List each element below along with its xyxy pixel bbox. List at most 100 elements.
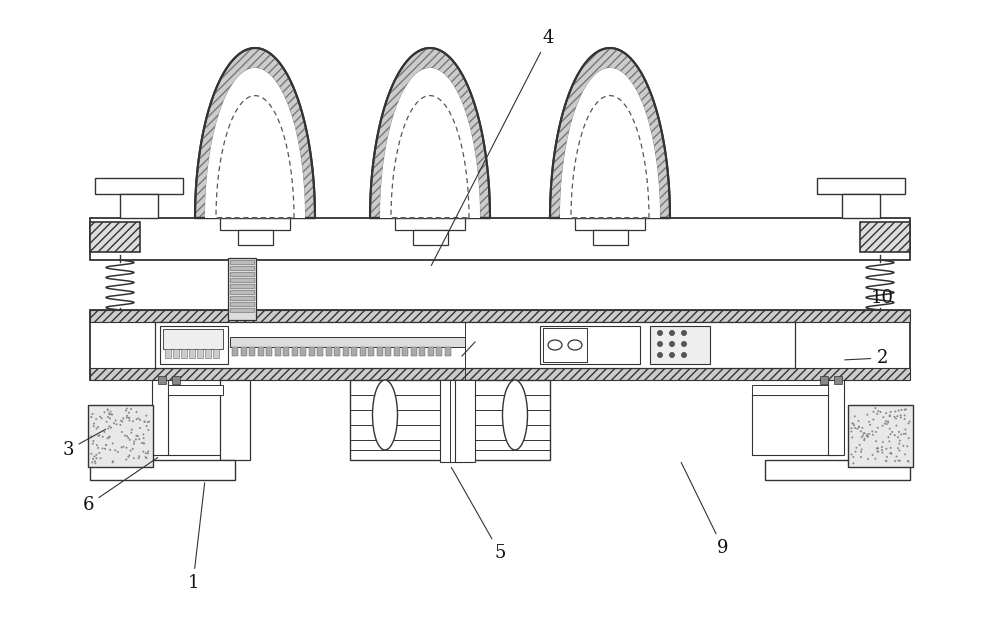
Circle shape bbox=[102, 447, 104, 449]
Circle shape bbox=[126, 435, 128, 437]
Circle shape bbox=[128, 417, 130, 419]
Circle shape bbox=[126, 415, 128, 417]
Circle shape bbox=[860, 456, 862, 458]
Bar bbox=[230, 284, 254, 288]
Bar bbox=[230, 266, 254, 270]
Circle shape bbox=[884, 423, 886, 424]
Bar bbox=[197, 349, 203, 358]
Bar bbox=[181, 349, 187, 358]
Circle shape bbox=[904, 418, 906, 420]
Circle shape bbox=[132, 448, 134, 450]
Bar bbox=[342, 347, 349, 356]
Circle shape bbox=[127, 437, 129, 439]
Circle shape bbox=[97, 426, 99, 428]
Circle shape bbox=[852, 423, 854, 424]
Circle shape bbox=[860, 430, 862, 433]
Bar bbox=[765, 460, 910, 480]
Bar bbox=[395, 218, 465, 230]
Bar bbox=[455, 380, 475, 462]
Circle shape bbox=[890, 452, 892, 454]
Circle shape bbox=[866, 435, 868, 437]
Circle shape bbox=[903, 433, 905, 435]
Circle shape bbox=[899, 439, 901, 442]
Polygon shape bbox=[560, 68, 660, 218]
Circle shape bbox=[855, 447, 857, 449]
Circle shape bbox=[877, 427, 879, 429]
Circle shape bbox=[128, 455, 130, 457]
Circle shape bbox=[120, 420, 122, 421]
Circle shape bbox=[99, 416, 101, 418]
Circle shape bbox=[875, 431, 877, 433]
Circle shape bbox=[851, 422, 853, 424]
Text: 1: 1 bbox=[187, 482, 205, 592]
Circle shape bbox=[905, 408, 907, 410]
Circle shape bbox=[872, 418, 874, 421]
Circle shape bbox=[887, 421, 889, 423]
Bar bbox=[540, 326, 640, 364]
Circle shape bbox=[908, 423, 910, 424]
Circle shape bbox=[877, 450, 879, 453]
Circle shape bbox=[110, 410, 112, 413]
Bar bbox=[90, 310, 910, 380]
Circle shape bbox=[93, 455, 95, 458]
Circle shape bbox=[904, 415, 906, 416]
Polygon shape bbox=[380, 68, 480, 218]
Circle shape bbox=[904, 428, 906, 431]
Circle shape bbox=[90, 436, 92, 437]
Circle shape bbox=[107, 428, 109, 429]
Bar bbox=[160, 326, 228, 364]
Circle shape bbox=[869, 424, 871, 426]
Bar bbox=[232, 347, 238, 356]
Circle shape bbox=[105, 444, 107, 446]
Circle shape bbox=[866, 414, 868, 416]
Circle shape bbox=[99, 434, 101, 436]
Polygon shape bbox=[195, 48, 315, 218]
Bar bbox=[376, 347, 382, 356]
Circle shape bbox=[889, 415, 891, 416]
Circle shape bbox=[866, 434, 868, 436]
Bar bbox=[752, 385, 828, 395]
Circle shape bbox=[858, 426, 860, 428]
Circle shape bbox=[881, 449, 883, 451]
Bar bbox=[820, 376, 828, 384]
Bar bbox=[172, 376, 180, 384]
Ellipse shape bbox=[568, 340, 582, 350]
Circle shape bbox=[101, 417, 103, 420]
Circle shape bbox=[145, 415, 147, 416]
Circle shape bbox=[102, 436, 104, 438]
Circle shape bbox=[112, 442, 114, 444]
Circle shape bbox=[125, 447, 127, 449]
Circle shape bbox=[669, 341, 675, 347]
Circle shape bbox=[111, 413, 113, 415]
Circle shape bbox=[886, 456, 888, 458]
Circle shape bbox=[900, 416, 902, 418]
Bar bbox=[163, 329, 223, 349]
Circle shape bbox=[896, 415, 898, 417]
Bar bbox=[165, 349, 171, 358]
Circle shape bbox=[890, 453, 892, 455]
Circle shape bbox=[886, 423, 888, 425]
Circle shape bbox=[880, 411, 882, 413]
Circle shape bbox=[133, 443, 135, 445]
Ellipse shape bbox=[372, 380, 398, 450]
Circle shape bbox=[850, 431, 852, 433]
Polygon shape bbox=[560, 68, 660, 218]
Circle shape bbox=[97, 447, 99, 449]
Circle shape bbox=[895, 418, 897, 420]
Circle shape bbox=[897, 460, 899, 462]
Bar bbox=[95, 178, 183, 194]
Circle shape bbox=[887, 421, 889, 423]
Circle shape bbox=[128, 420, 130, 421]
Circle shape bbox=[95, 453, 97, 456]
Circle shape bbox=[851, 436, 853, 439]
Circle shape bbox=[863, 439, 865, 441]
Circle shape bbox=[657, 341, 663, 347]
Bar bbox=[440, 380, 460, 462]
Bar bbox=[213, 349, 219, 358]
Circle shape bbox=[103, 431, 105, 433]
Circle shape bbox=[95, 457, 97, 459]
Circle shape bbox=[902, 445, 904, 447]
Bar bbox=[350, 380, 550, 460]
Circle shape bbox=[145, 456, 147, 458]
Circle shape bbox=[92, 458, 94, 460]
